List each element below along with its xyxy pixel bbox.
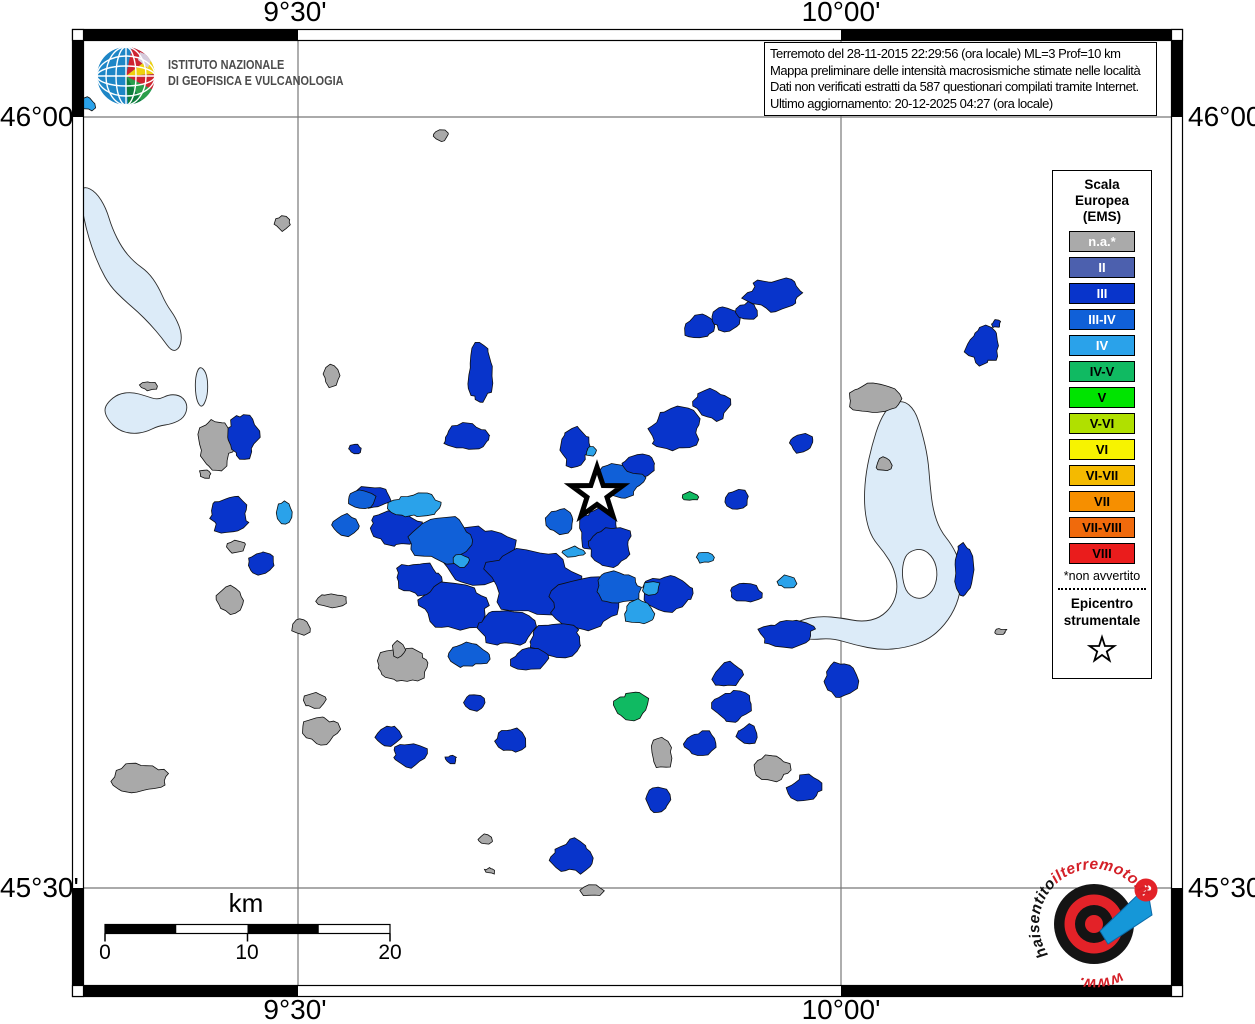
ems-legend: Scala Europea (EMS) n.a.* II III III-IV IV IV… [1052,170,1152,679]
legend-swatch: VIII [1069,543,1135,564]
legend-swatch: IV-V [1069,361,1135,382]
axis-label-left-bottom: 45°30' [0,872,79,903]
legend-swatch: VI-VII [1069,465,1135,486]
axis-label-left-top: 46°00' [0,101,79,132]
legend-swatch: III-IV [1069,309,1135,330]
axis-label-bottom-right: 10°00' [801,994,881,1024]
legend-swatch: VII-VIII [1069,517,1135,538]
legend-swatch: III [1069,283,1135,304]
legend-swatch: IV [1069,335,1135,356]
info-line: Mappa preliminare delle intensità macros… [770,62,1141,78]
question-badge [1134,878,1158,902]
axis-label-top-right: 10°00' [801,0,881,27]
legend-swatch: V [1069,387,1135,408]
axis-label-right-bottom: 45°30' [1188,872,1255,903]
legend-swatch: n.a.* [1069,231,1135,252]
ingv-globe-icon [97,47,155,105]
info-line: Dati non verificati estratti da 587 ques… [770,79,1139,94]
legend-swatch: II [1069,257,1135,278]
info-line: Terremoto del 28-11-2015 22:29:56 (ora l… [770,46,1121,61]
megaphone-icon [1099,884,1153,945]
scalebar-tick-0: 0 [99,941,111,964]
legend-swatch: VI [1069,439,1135,460]
axis-label-right-top: 46°00' [1188,101,1255,132]
axis-label-top-left: 9°30' [263,0,327,27]
info-line: Ultimo aggiornamento: 20-12-2025 04:27 (… [770,95,1053,111]
legend-swatch-list: n.a.* II III III-IV IV IV-V V V-VI VI VI-VII VII VI… [1053,231,1151,564]
axis-label-bottom-left: 9°30' [263,994,327,1024]
target-core [1085,915,1103,933]
scalebar-tick-20: 20 [378,941,402,964]
epicenter-star-icon [1086,634,1118,663]
legend-title: Scala Europea (EMS) [1074,177,1129,224]
scalebar-tick-10: 10 [235,941,259,964]
legend-swatch: VII [1069,491,1135,512]
epicenter-star [563,459,631,523]
earthquake-info-box: Terremoto del 28-11-2015 22:29:56 (ora l… [764,42,1157,116]
ingv-logo: ISTITUTO NAZIONALE DI GEOFISICA E VULCAN… [94,44,377,108]
epicenter-label: Epicentro strumentale [1063,596,1141,628]
scalebar-unit: km [228,888,264,918]
ingv-wordmark: ISTITUTO NAZIONALE DI GEOFISICA E VULCAN… [168,57,344,88]
legend-footnote: *non avvertito [1063,569,1141,583]
legend-swatch: V-VI [1069,413,1135,434]
legend-divider [1058,588,1146,590]
